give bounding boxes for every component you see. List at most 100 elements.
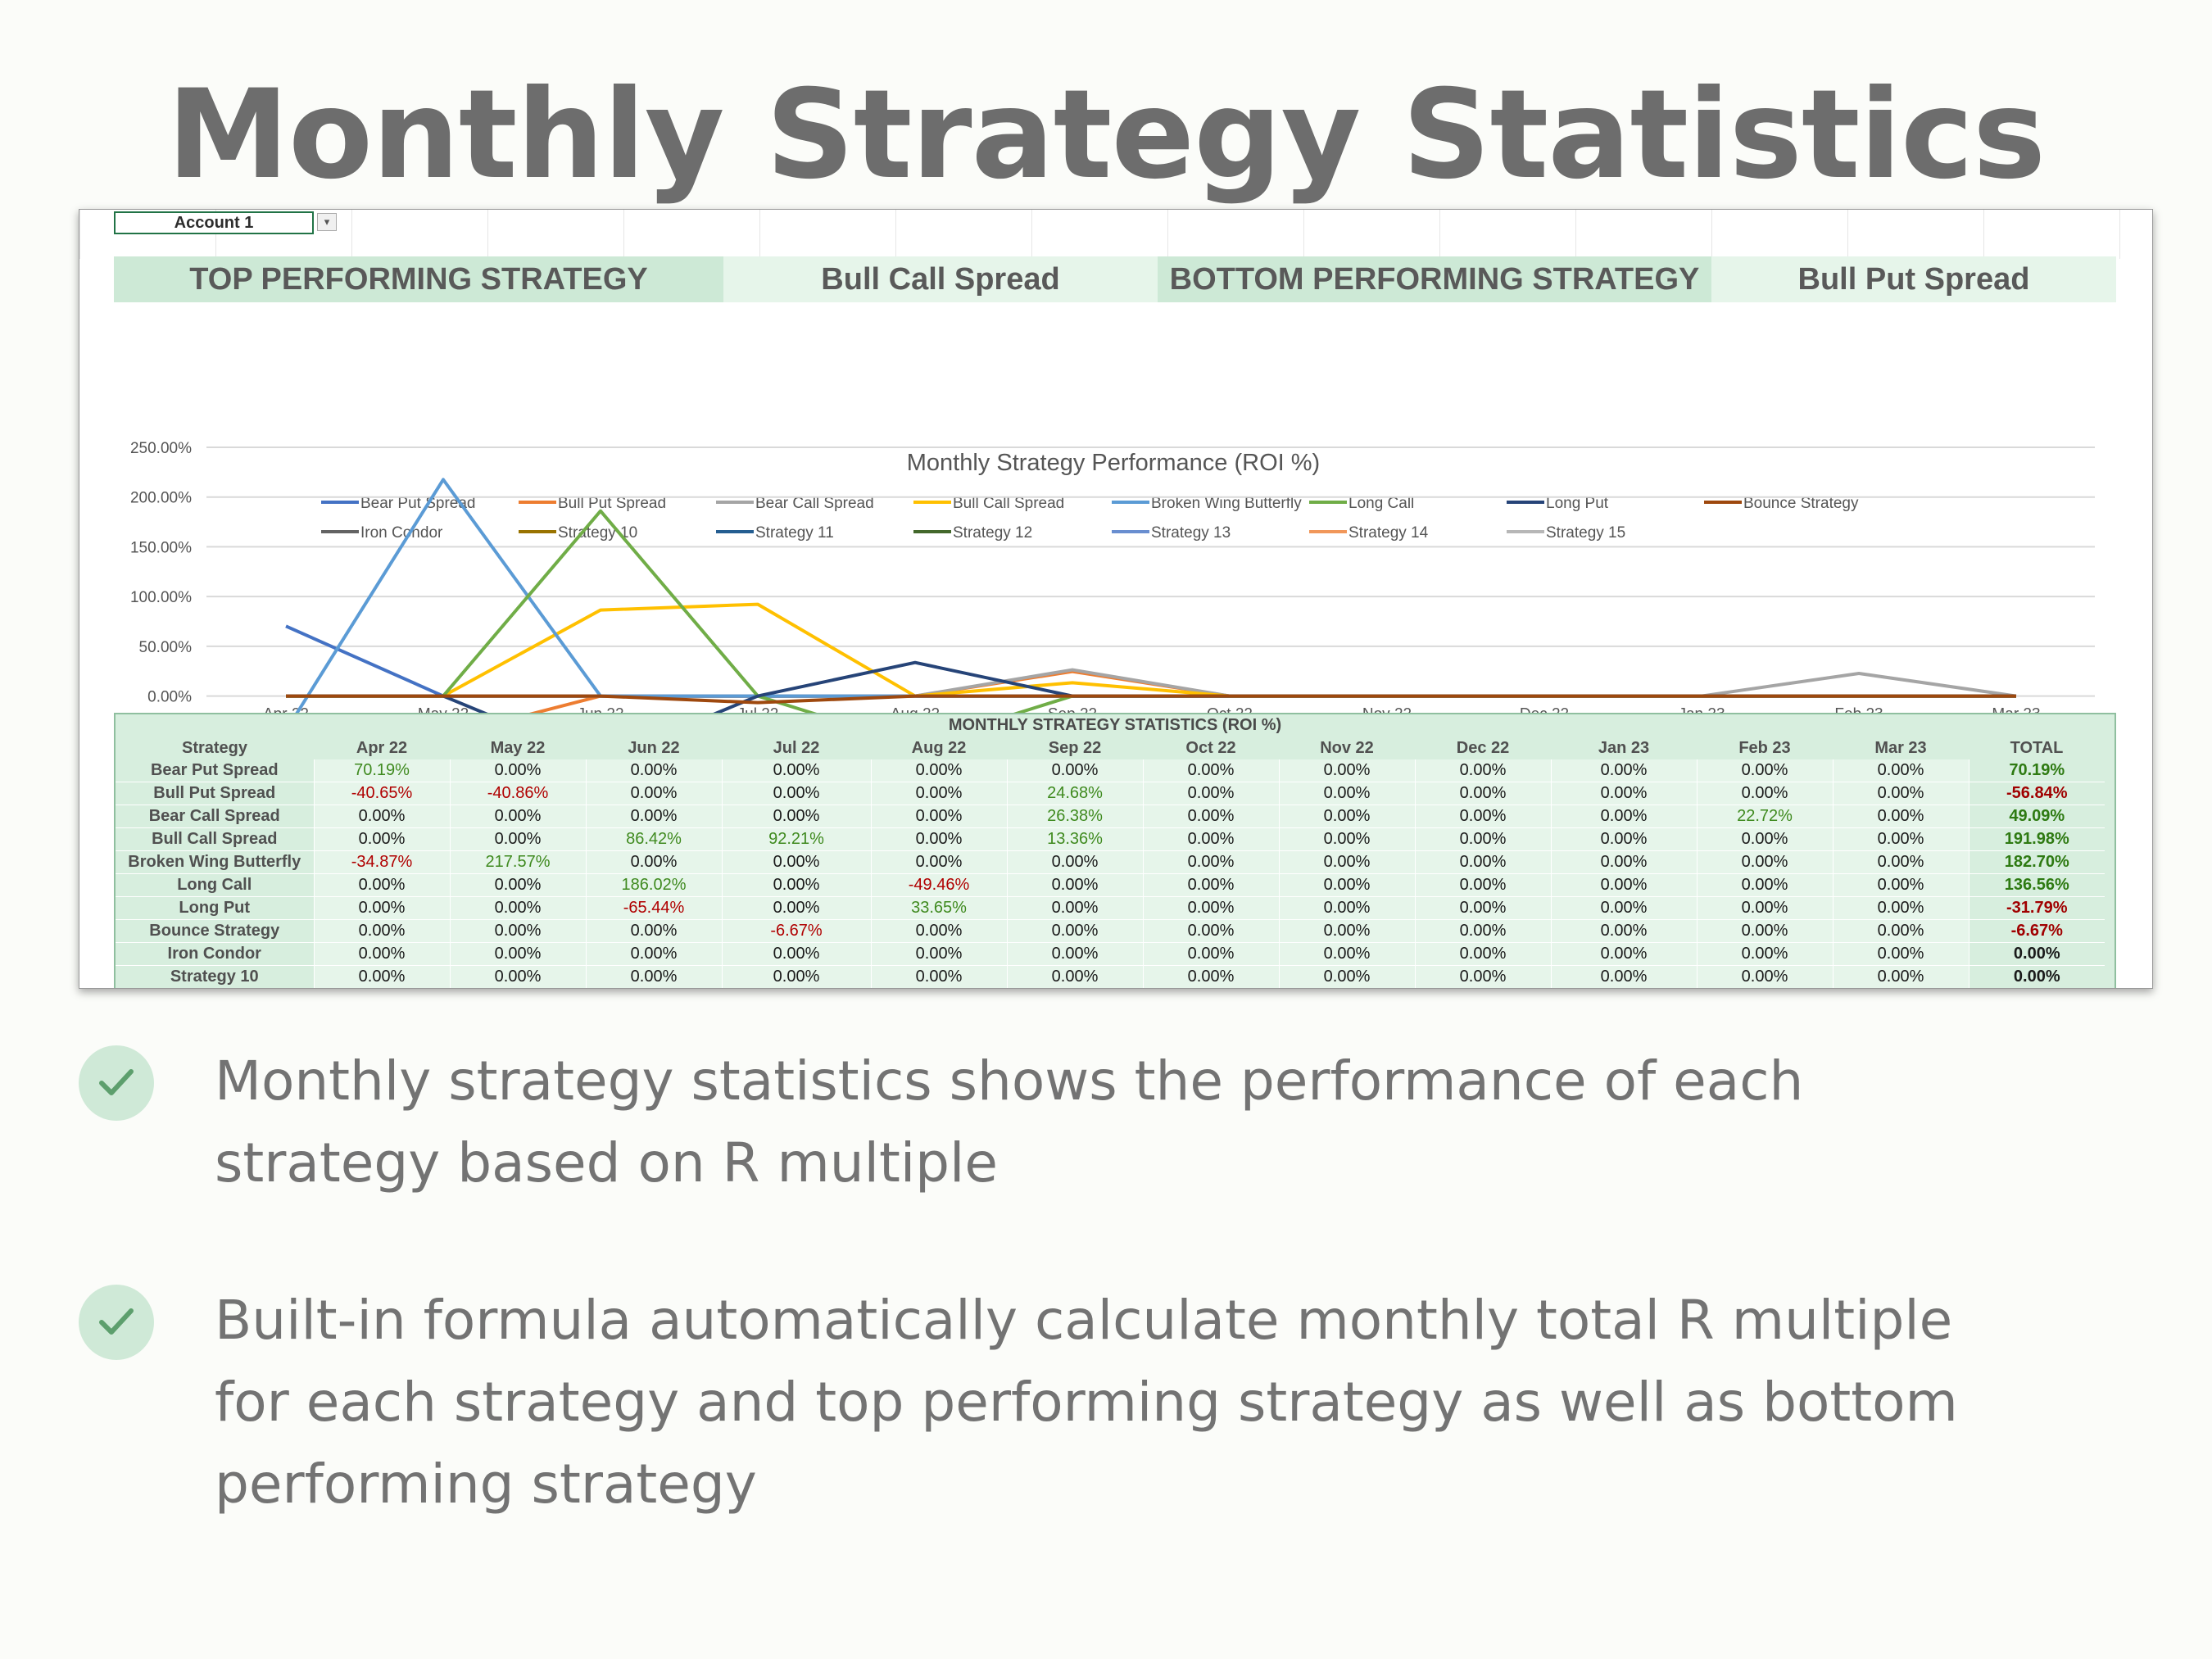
- roi-cell[interactable]: 0.00%: [1832, 850, 1969, 874]
- roi-cell[interactable]: 0.00%: [1550, 782, 1697, 805]
- roi-cell[interactable]: 0.00%: [1550, 896, 1697, 920]
- account-select[interactable]: Account 1: [114, 211, 314, 234]
- roi-cell[interactable]: 0.00%: [1414, 850, 1551, 874]
- roi-cell[interactable]: 0.00%: [313, 873, 450, 897]
- roi-cell[interactable]: 0.00%: [1696, 873, 1833, 897]
- roi-cell[interactable]: 0.00%: [721, 965, 871, 988]
- roi-cell[interactable]: 0.00%: [313, 827, 450, 851]
- roi-cell[interactable]: 0.00%: [1832, 873, 1969, 897]
- roi-cell[interactable]: 0.00%: [1142, 873, 1279, 897]
- roi-cell[interactable]: 0.00%: [449, 965, 586, 988]
- roi-cell[interactable]: 0.00%: [1832, 759, 1969, 782]
- roi-cell[interactable]: 0.00%: [449, 827, 586, 851]
- roi-cell[interactable]: 0.00%: [1142, 850, 1279, 874]
- roi-cell[interactable]: 13.36%: [1006, 827, 1143, 851]
- roi-cell[interactable]: 0.00%: [1278, 759, 1415, 782]
- roi-cell[interactable]: 0.00%: [1832, 919, 1969, 943]
- roi-cell[interactable]: 0.00%: [1832, 782, 1969, 805]
- roi-cell[interactable]: 0.00%: [1278, 873, 1415, 897]
- roi-cell[interactable]: 0.00%: [1006, 965, 1143, 988]
- roi-cell[interactable]: 0.00%: [1278, 782, 1415, 805]
- roi-cell[interactable]: 0.00%: [1278, 850, 1415, 874]
- roi-cell[interactable]: 0.00%: [1142, 805, 1279, 828]
- roi-cell[interactable]: 0.00%: [1414, 805, 1551, 828]
- roi-cell[interactable]: 0.00%: [1278, 942, 1415, 966]
- roi-cell[interactable]: 0.00%: [870, 805, 1007, 828]
- roi-cell[interactable]: 0.00%: [449, 942, 586, 966]
- roi-cell[interactable]: 0.00%: [449, 805, 586, 828]
- roi-cell[interactable]: 0.00%: [1142, 782, 1279, 805]
- roi-cell[interactable]: 0.00%: [1142, 827, 1279, 851]
- roi-cell[interactable]: 0.00%: [721, 850, 871, 874]
- roi-cell[interactable]: 0.00%: [1696, 782, 1833, 805]
- roi-cell[interactable]: 0.00%: [1142, 759, 1279, 782]
- roi-cell[interactable]: 0.00%: [1696, 965, 1833, 988]
- roi-cell[interactable]: 0.00%: [1006, 896, 1143, 920]
- roi-cell[interactable]: 0.00%: [1696, 759, 1833, 782]
- roi-cell[interactable]: 26.38%: [1006, 805, 1143, 828]
- roi-cell[interactable]: 0.00%: [1550, 805, 1697, 828]
- roi-cell[interactable]: 0.00%: [585, 782, 722, 805]
- roi-cell[interactable]: -6.67%: [721, 919, 871, 943]
- roi-cell[interactable]: 0.00%: [313, 965, 450, 988]
- roi-cell[interactable]: -65.44%: [585, 896, 722, 920]
- roi-cell[interactable]: 0.00%: [1550, 919, 1697, 943]
- roi-cell[interactable]: 0.00%: [1550, 965, 1697, 988]
- roi-cell[interactable]: -40.65%: [313, 782, 450, 805]
- roi-cell[interactable]: 0.00%: [1006, 759, 1143, 782]
- roi-cell[interactable]: 0.00%: [1142, 919, 1279, 943]
- roi-cell[interactable]: 0.00%: [585, 965, 722, 988]
- roi-cell[interactable]: 0.00%: [1414, 919, 1551, 943]
- roi-cell[interactable]: 0.00%: [1006, 850, 1143, 874]
- roi-cell[interactable]: 0.00%: [585, 850, 722, 874]
- roi-cell[interactable]: 0.00%: [1832, 805, 1969, 828]
- roi-cell[interactable]: 186.02%: [585, 873, 722, 897]
- roi-cell[interactable]: 0.00%: [721, 759, 871, 782]
- roi-cell[interactable]: 0.00%: [1142, 896, 1279, 920]
- roi-cell[interactable]: 0.00%: [1414, 827, 1551, 851]
- roi-cell[interactable]: 0.00%: [1414, 942, 1551, 966]
- roi-cell[interactable]: 0.00%: [313, 919, 450, 943]
- roi-cell[interactable]: 0.00%: [1832, 942, 1969, 966]
- roi-cell[interactable]: -40.86%: [449, 782, 586, 805]
- chevron-down-icon[interactable]: ▾: [317, 213, 337, 231]
- roi-cell[interactable]: 0.00%: [1414, 782, 1551, 805]
- roi-cell[interactable]: 0.00%: [449, 919, 586, 943]
- roi-cell[interactable]: 24.68%: [1006, 782, 1143, 805]
- roi-cell[interactable]: 0.00%: [1696, 942, 1833, 966]
- roi-cell[interactable]: 0.00%: [721, 942, 871, 966]
- roi-cell[interactable]: 0.00%: [1278, 965, 1415, 988]
- roi-cell[interactable]: 0.00%: [585, 805, 722, 828]
- roi-cell[interactable]: 0.00%: [870, 827, 1007, 851]
- roi-cell[interactable]: 0.00%: [1550, 873, 1697, 897]
- roi-cell[interactable]: 0.00%: [1278, 896, 1415, 920]
- roi-cell[interactable]: 0.00%: [1006, 919, 1143, 943]
- roi-cell[interactable]: 0.00%: [1550, 942, 1697, 966]
- roi-cell[interactable]: 0.00%: [1550, 759, 1697, 782]
- roi-cell[interactable]: 0.00%: [449, 873, 586, 897]
- roi-cell[interactable]: 0.00%: [449, 759, 586, 782]
- roi-cell[interactable]: 0.00%: [1832, 896, 1969, 920]
- roi-cell[interactable]: -34.87%: [313, 850, 450, 874]
- roi-cell[interactable]: 0.00%: [1278, 919, 1415, 943]
- roi-cell[interactable]: 0.00%: [1696, 850, 1833, 874]
- roi-cell[interactable]: 0.00%: [313, 942, 450, 966]
- roi-cell[interactable]: 0.00%: [1414, 759, 1551, 782]
- roi-cell[interactable]: 0.00%: [1006, 942, 1143, 966]
- roi-cell[interactable]: 92.21%: [721, 827, 871, 851]
- roi-cell[interactable]: 0.00%: [1142, 942, 1279, 966]
- roi-cell[interactable]: 0.00%: [870, 850, 1007, 874]
- roi-cell[interactable]: 0.00%: [449, 896, 586, 920]
- roi-cell[interactable]: 0.00%: [313, 896, 450, 920]
- roi-cell[interactable]: 0.00%: [1006, 873, 1143, 897]
- roi-cell[interactable]: 22.72%: [1696, 805, 1833, 828]
- roi-cell[interactable]: 70.19%: [313, 759, 450, 782]
- roi-cell[interactable]: 0.00%: [1278, 805, 1415, 828]
- roi-cell[interactable]: 0.00%: [721, 873, 871, 897]
- roi-cell[interactable]: -49.46%: [870, 873, 1007, 897]
- roi-cell[interactable]: 0.00%: [1142, 965, 1279, 988]
- roi-cell[interactable]: 0.00%: [1696, 896, 1833, 920]
- roi-cell[interactable]: 0.00%: [1414, 965, 1551, 988]
- roi-cell[interactable]: 0.00%: [1832, 965, 1969, 988]
- roi-cell[interactable]: 217.57%: [449, 850, 586, 874]
